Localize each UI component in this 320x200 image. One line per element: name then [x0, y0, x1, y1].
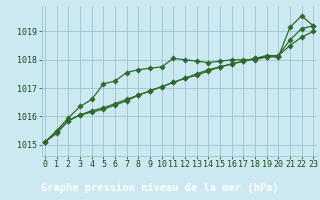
Text: Graphe pression niveau de la mer (hPa): Graphe pression niveau de la mer (hPa): [41, 183, 279, 193]
